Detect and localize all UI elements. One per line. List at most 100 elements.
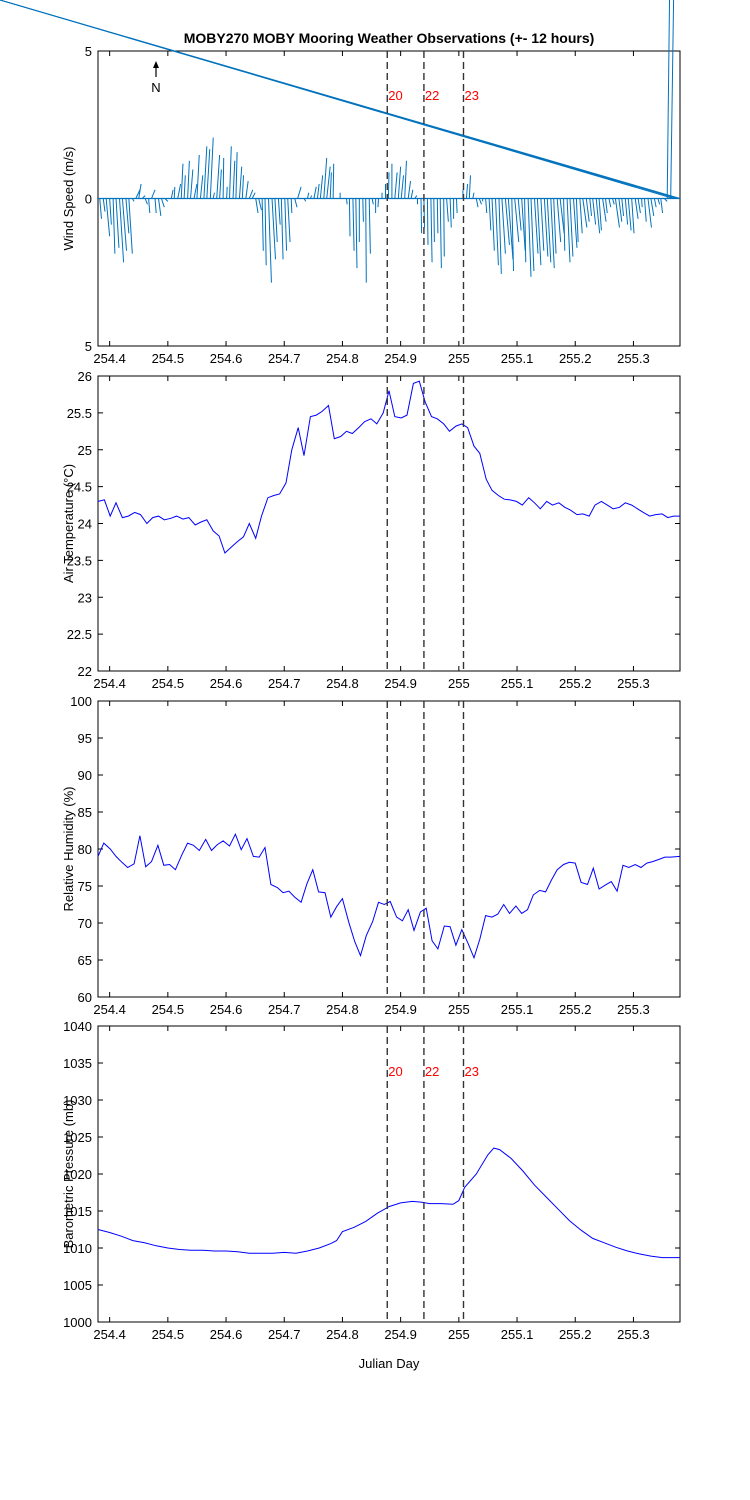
wind-vector <box>592 198 597 225</box>
wind-vector <box>643 198 647 222</box>
x-tick-label: 254.5 <box>152 1327 185 1342</box>
x-tick-label: 254.6 <box>210 1002 243 1017</box>
wind-vector <box>173 186 176 199</box>
wind-vector <box>618 198 623 222</box>
wind-vector <box>151 189 156 199</box>
y-tick-label: 25.5 <box>67 406 92 421</box>
wind-vector <box>657 198 661 205</box>
wind-vector <box>436 198 439 234</box>
wind-vector <box>180 163 184 199</box>
wind-vector <box>394 172 398 199</box>
wind-vector <box>216 154 221 199</box>
wind-vector <box>177 183 182 199</box>
wind-vector <box>203 146 208 199</box>
wind-vector <box>105 198 111 237</box>
x-tick-label: 255.1 <box>501 1327 534 1342</box>
wind-vector <box>316 183 320 199</box>
x-axis-label: Julian Day <box>359 1356 420 1371</box>
y-tick-label: 24 <box>78 517 92 532</box>
wind-vector <box>598 198 602 231</box>
wind-vector <box>138 183 142 199</box>
y-tick-label: 25 <box>78 443 92 458</box>
x-tick-label: 255.2 <box>559 676 592 691</box>
event-marker-label: 20 <box>388 1064 402 1079</box>
wind-vector <box>326 166 331 199</box>
wind-vector <box>426 198 429 245</box>
wind-vector <box>536 198 542 266</box>
y-tick-label: 60 <box>78 990 92 1005</box>
wind-vector <box>190 169 194 199</box>
wind-vector <box>491 198 495 251</box>
x-tick-label: 254.7 <box>268 1327 301 1342</box>
wind-vector <box>144 198 148 205</box>
wind-vector <box>109 198 112 225</box>
wind-vector <box>235 152 238 199</box>
wind-vector <box>365 198 367 283</box>
x-tick-label: 255.3 <box>617 676 650 691</box>
x-tick-label: 254.5 <box>152 351 185 366</box>
y-tick-label: 85 <box>78 805 92 820</box>
y-tick-label: 5 <box>85 339 92 354</box>
wind-vector <box>634 198 639 219</box>
x-tick-label: 254.9 <box>384 351 417 366</box>
wind-vector <box>670 0 675 199</box>
wind-vector <box>595 198 601 234</box>
y-tick-label: 22 <box>78 664 92 679</box>
x-tick-label: 255.1 <box>501 1002 534 1017</box>
wind-vector <box>277 198 281 225</box>
wind-vector <box>566 198 571 263</box>
wind-vector <box>280 198 284 260</box>
wind-vector <box>465 183 469 199</box>
wind-vector <box>439 198 442 269</box>
x-tick-label: 254.7 <box>268 1002 301 1017</box>
x-tick-label: 254.8 <box>326 351 359 366</box>
wind-vector <box>274 198 278 243</box>
wind-vector <box>472 192 475 199</box>
wind-vector <box>660 198 664 214</box>
wind-vector <box>264 198 267 266</box>
wind-vector <box>238 166 243 199</box>
wind-vector <box>527 198 532 277</box>
y-tick-label: 65 <box>78 953 92 968</box>
wind-vector <box>348 198 351 237</box>
x-tick-label: 255.1 <box>501 351 534 366</box>
wind-vector <box>521 198 526 251</box>
event-marker-label: 22 <box>425 1064 439 1079</box>
wind-vector <box>446 198 449 222</box>
wind-vector <box>102 198 106 212</box>
series-line <box>97 832 681 960</box>
y-tick-label: 1025 <box>63 1130 92 1145</box>
y-tick-label: 26 <box>78 369 92 384</box>
north-label: N <box>151 80 160 95</box>
figure-title: MOBY270 MOBY Mooring Weather Observation… <box>184 30 595 46</box>
x-tick-label: 254.5 <box>152 1002 185 1017</box>
wind-vector <box>148 198 151 214</box>
wind-vector <box>319 175 324 199</box>
wind-vector <box>449 198 452 228</box>
wind-vector <box>297 186 302 199</box>
wind-vector <box>362 198 364 222</box>
wind-vector <box>666 0 671 199</box>
y-tick-label: 95 <box>78 731 92 746</box>
air-temperature-panel: 254.4 254.5 254.6 254.7 254.8 254.9 255 255.1 25… <box>61 369 681 691</box>
wind-vector <box>456 198 458 214</box>
wind-speed-panel: 254.4 254.5 254.6 254.7 254.8 254.9 255 255.1 25… <box>0 0 681 366</box>
wind-vector <box>602 198 607 222</box>
wind-vector <box>534 198 539 254</box>
y-tick-label: 5 <box>85 44 92 59</box>
wind-vector <box>226 186 228 199</box>
wind-vector <box>287 198 291 243</box>
wind-vector <box>517 198 522 231</box>
wind-vector <box>115 198 120 248</box>
relative-humidity-panel: 254.4 254.5 254.6 254.7 254.8 254.9 255 255.1 25… <box>61 694 681 1017</box>
wind-vector <box>368 198 371 254</box>
wind-vector <box>637 198 641 214</box>
wind-vector <box>589 198 593 216</box>
event-marker-label: 23 <box>464 1064 478 1079</box>
wind-vector <box>355 198 358 269</box>
wind-vector <box>647 198 652 228</box>
wind-vector <box>433 198 435 243</box>
y-tick-label: 1010 <box>63 1241 92 1256</box>
wind-vector <box>112 198 116 254</box>
wind-vector <box>329 172 332 199</box>
